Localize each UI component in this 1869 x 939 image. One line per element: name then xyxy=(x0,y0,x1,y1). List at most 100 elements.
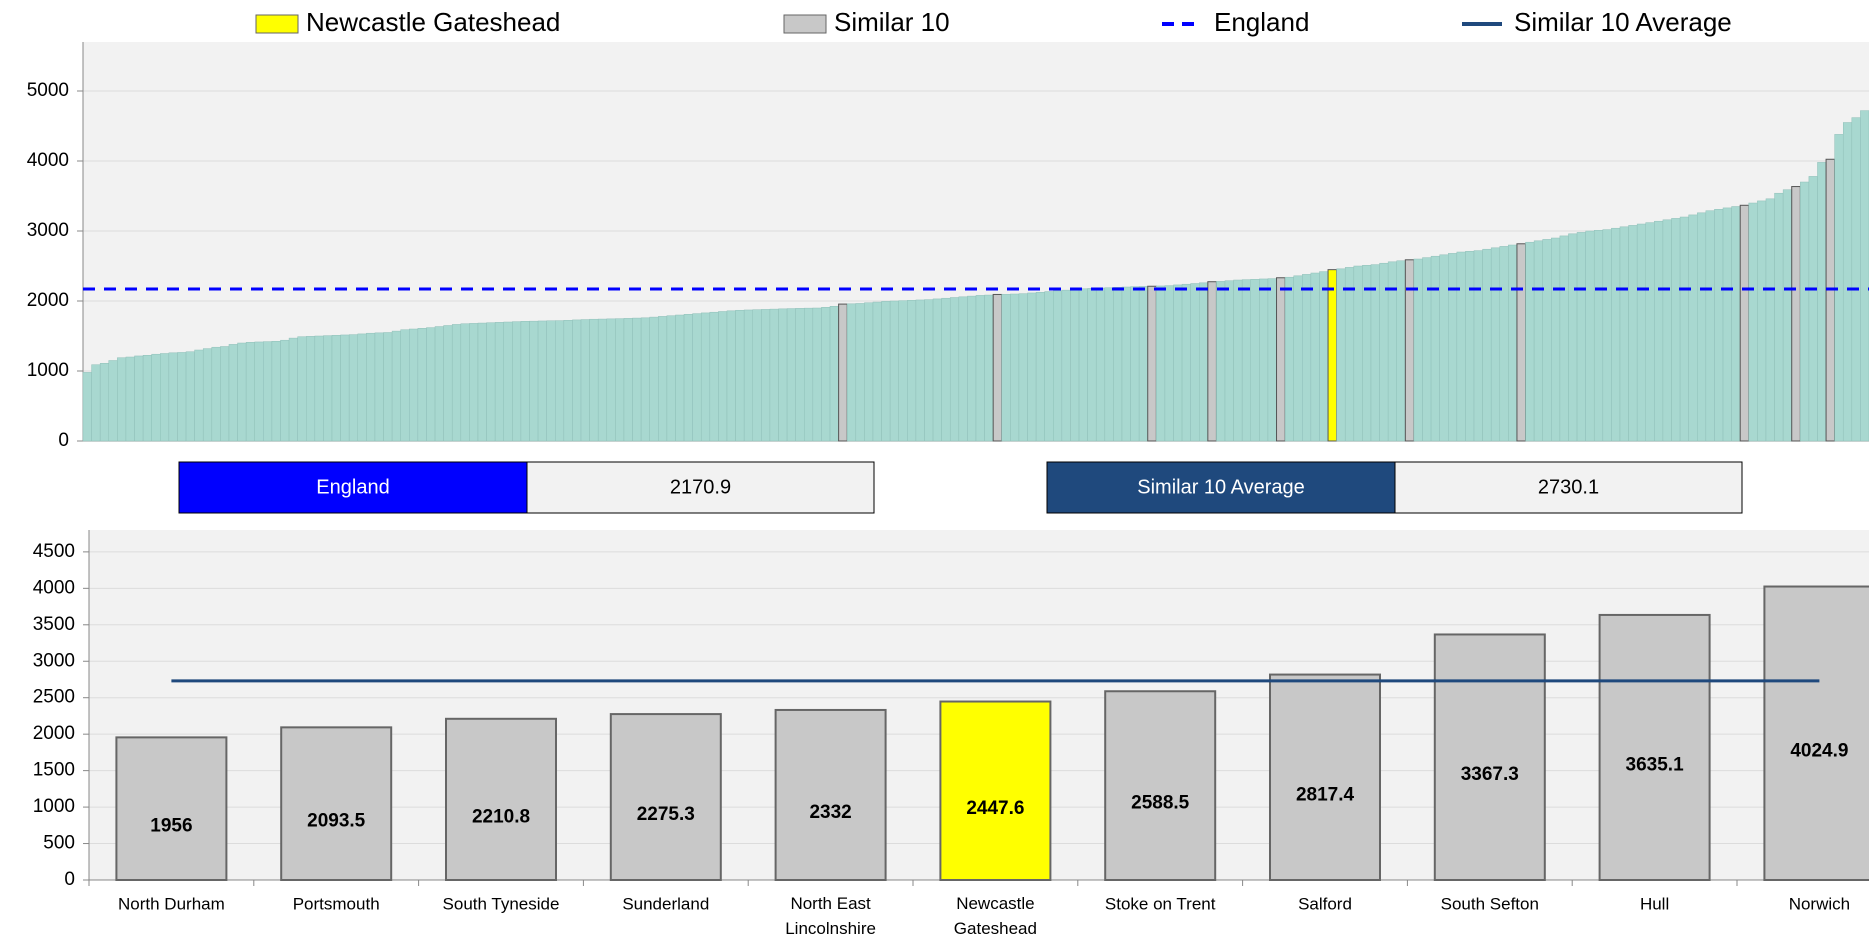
bar xyxy=(872,301,882,442)
bar xyxy=(1044,291,1054,442)
bar xyxy=(99,363,110,442)
bar xyxy=(1551,237,1561,442)
bar xyxy=(1070,289,1080,442)
bar xyxy=(975,295,985,442)
bar xyxy=(1104,690,1217,881)
bar xyxy=(795,308,805,442)
bar xyxy=(1842,122,1853,442)
bar xyxy=(623,318,633,442)
y-tick-label: 0 xyxy=(64,869,75,890)
bar xyxy=(1370,264,1380,442)
bar xyxy=(1121,286,1131,442)
bar xyxy=(1516,243,1527,442)
legend-label: Similar 10 xyxy=(834,7,950,37)
bar xyxy=(572,319,582,442)
bar xyxy=(1027,292,1037,442)
x-tick-label: Stoke on Trent xyxy=(1105,894,1216,913)
bar xyxy=(357,333,367,442)
bar xyxy=(1782,189,1792,442)
bar xyxy=(366,332,376,442)
bar xyxy=(709,311,719,442)
bar xyxy=(1035,292,1045,442)
bar xyxy=(537,320,547,442)
bar xyxy=(1018,293,1028,442)
bar xyxy=(185,351,195,442)
bar xyxy=(529,320,539,442)
bar xyxy=(1284,276,1294,442)
bar xyxy=(1001,294,1011,442)
summary-label-box xyxy=(178,461,528,514)
bar xyxy=(597,318,608,442)
bar xyxy=(1293,275,1303,442)
bar xyxy=(958,296,968,442)
y-tick-label: 500 xyxy=(43,833,75,854)
bar xyxy=(774,708,887,881)
bar xyxy=(881,301,891,442)
bar xyxy=(306,336,316,442)
bar xyxy=(1404,259,1415,442)
summary-value-box xyxy=(1394,461,1743,514)
bar xyxy=(1241,279,1252,442)
bar xyxy=(778,308,788,442)
bar xyxy=(949,297,960,442)
bar xyxy=(1181,283,1191,442)
bar xyxy=(451,324,462,442)
bar xyxy=(1654,220,1664,442)
bar xyxy=(477,322,487,442)
bar xyxy=(151,353,161,442)
bar xyxy=(1662,219,1672,442)
bar xyxy=(460,323,470,442)
bar xyxy=(1763,585,1869,881)
bar xyxy=(494,322,504,442)
bar xyxy=(1353,265,1363,442)
bar xyxy=(1533,240,1543,442)
bar xyxy=(1465,251,1475,442)
legend-label: England xyxy=(1214,7,1309,37)
bar xyxy=(1276,277,1286,442)
bar xyxy=(907,300,917,442)
bar xyxy=(967,295,977,442)
bar xyxy=(280,726,393,881)
bar xyxy=(391,330,401,442)
x-tick-label: Salford xyxy=(1298,894,1352,913)
bar xyxy=(194,349,204,442)
legend-label: Similar 10 Average xyxy=(1514,7,1732,37)
y-tick-label: 4500 xyxy=(33,541,75,562)
bar xyxy=(1817,162,1827,442)
bar xyxy=(1860,110,1869,442)
bar xyxy=(1714,209,1724,442)
y-tick-label: 3500 xyxy=(33,614,75,635)
summary-label: Similar 10 Average xyxy=(1137,476,1305,498)
bar xyxy=(400,329,410,442)
bar xyxy=(512,321,522,442)
bar xyxy=(374,332,384,442)
bar xyxy=(434,326,444,442)
y-tick-label: 1000 xyxy=(27,360,69,381)
bar xyxy=(288,337,298,442)
bar xyxy=(237,342,247,442)
bar xyxy=(1808,176,1818,442)
y-tick-label: 2500 xyxy=(33,687,75,708)
bar xyxy=(1525,241,1535,442)
bar xyxy=(984,294,994,442)
bar xyxy=(117,357,127,442)
bar xyxy=(1010,293,1020,442)
bar xyxy=(445,717,557,881)
bar xyxy=(1267,278,1277,442)
bar xyxy=(1448,253,1458,442)
bar xyxy=(503,321,513,442)
bar xyxy=(666,315,676,442)
bar xyxy=(1739,204,1750,442)
bar xyxy=(692,313,702,442)
bar xyxy=(1113,287,1123,442)
y-tick-label: 0 xyxy=(58,430,69,451)
bar xyxy=(1104,287,1114,442)
bar xyxy=(1327,269,1338,442)
bar xyxy=(211,346,221,442)
bar xyxy=(761,309,771,442)
bar xyxy=(640,317,650,442)
bar xyxy=(108,360,118,442)
bar xyxy=(1542,239,1552,442)
bar xyxy=(752,309,762,442)
bar xyxy=(1433,633,1546,881)
